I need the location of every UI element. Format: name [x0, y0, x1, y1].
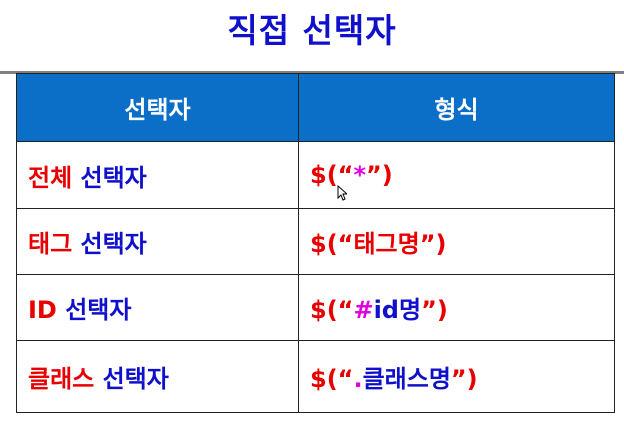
selector-table: 선택자 형식 전체 선택자 $(“*”) 태그 선택자 $(“태그명”) ID …: [16, 73, 615, 413]
format-highlight: .: [353, 365, 363, 393]
format-main: id명: [373, 296, 422, 324]
selector-label: 선택자: [56, 296, 132, 324]
format-cell: $(“.클래스명”): [298, 340, 615, 413]
selector-cell: 태그 선택자: [16, 208, 299, 275]
format-prefix: $(“: [310, 161, 354, 189]
selector-label: 선택자: [72, 230, 147, 258]
selector-cell: 전체 선택자: [16, 141, 299, 209]
format-cell: $(“#id명”): [298, 274, 615, 341]
format-prefix: $(“: [310, 296, 354, 324]
selector-emphasis: 전체: [28, 163, 73, 192]
selector-emphasis: 클래스: [28, 365, 95, 393]
format-highlight: #: [353, 296, 374, 324]
selector-emphasis: 태그: [28, 230, 73, 258]
format-suffix: ”): [421, 296, 448, 324]
format-prefix: $(“: [310, 230, 354, 258]
format-suffix: ”): [419, 230, 447, 258]
selector-label: 선택자: [94, 365, 169, 393]
table-row: 클래스 선택자 $(“.클래스명”): [16, 340, 615, 413]
format-prefix: $(“: [310, 365, 354, 393]
format-cell: $(“*”): [298, 141, 615, 209]
format-highlight: *: [353, 161, 367, 189]
page-title: 직접 선택자: [227, 11, 397, 50]
selector-cell: ID 선택자: [16, 274, 299, 341]
format-main: 태그명: [353, 230, 420, 258]
format-suffix: ”): [450, 365, 478, 393]
table-row: 전체 선택자 $(“*”): [16, 141, 615, 209]
selector-label: 선택자: [72, 163, 147, 192]
table-row: ID 선택자 $(“#id명”): [16, 274, 615, 341]
selector-cell: 클래스 선택자: [16, 340, 299, 413]
mouse-pointer-icon: [337, 185, 347, 201]
format-main: 클래스명: [362, 365, 451, 393]
table-header-row: 선택자 형식: [16, 73, 615, 142]
header-format: 형식: [298, 73, 615, 142]
format-cell: $(“태그명”): [298, 208, 615, 275]
selector-emphasis: ID: [28, 296, 57, 324]
format-suffix: ”): [366, 161, 393, 189]
table-row: 태그 선택자 $(“태그명”): [16, 208, 615, 275]
title-divider: [0, 71, 624, 74]
header-selector: 선택자: [16, 73, 299, 142]
